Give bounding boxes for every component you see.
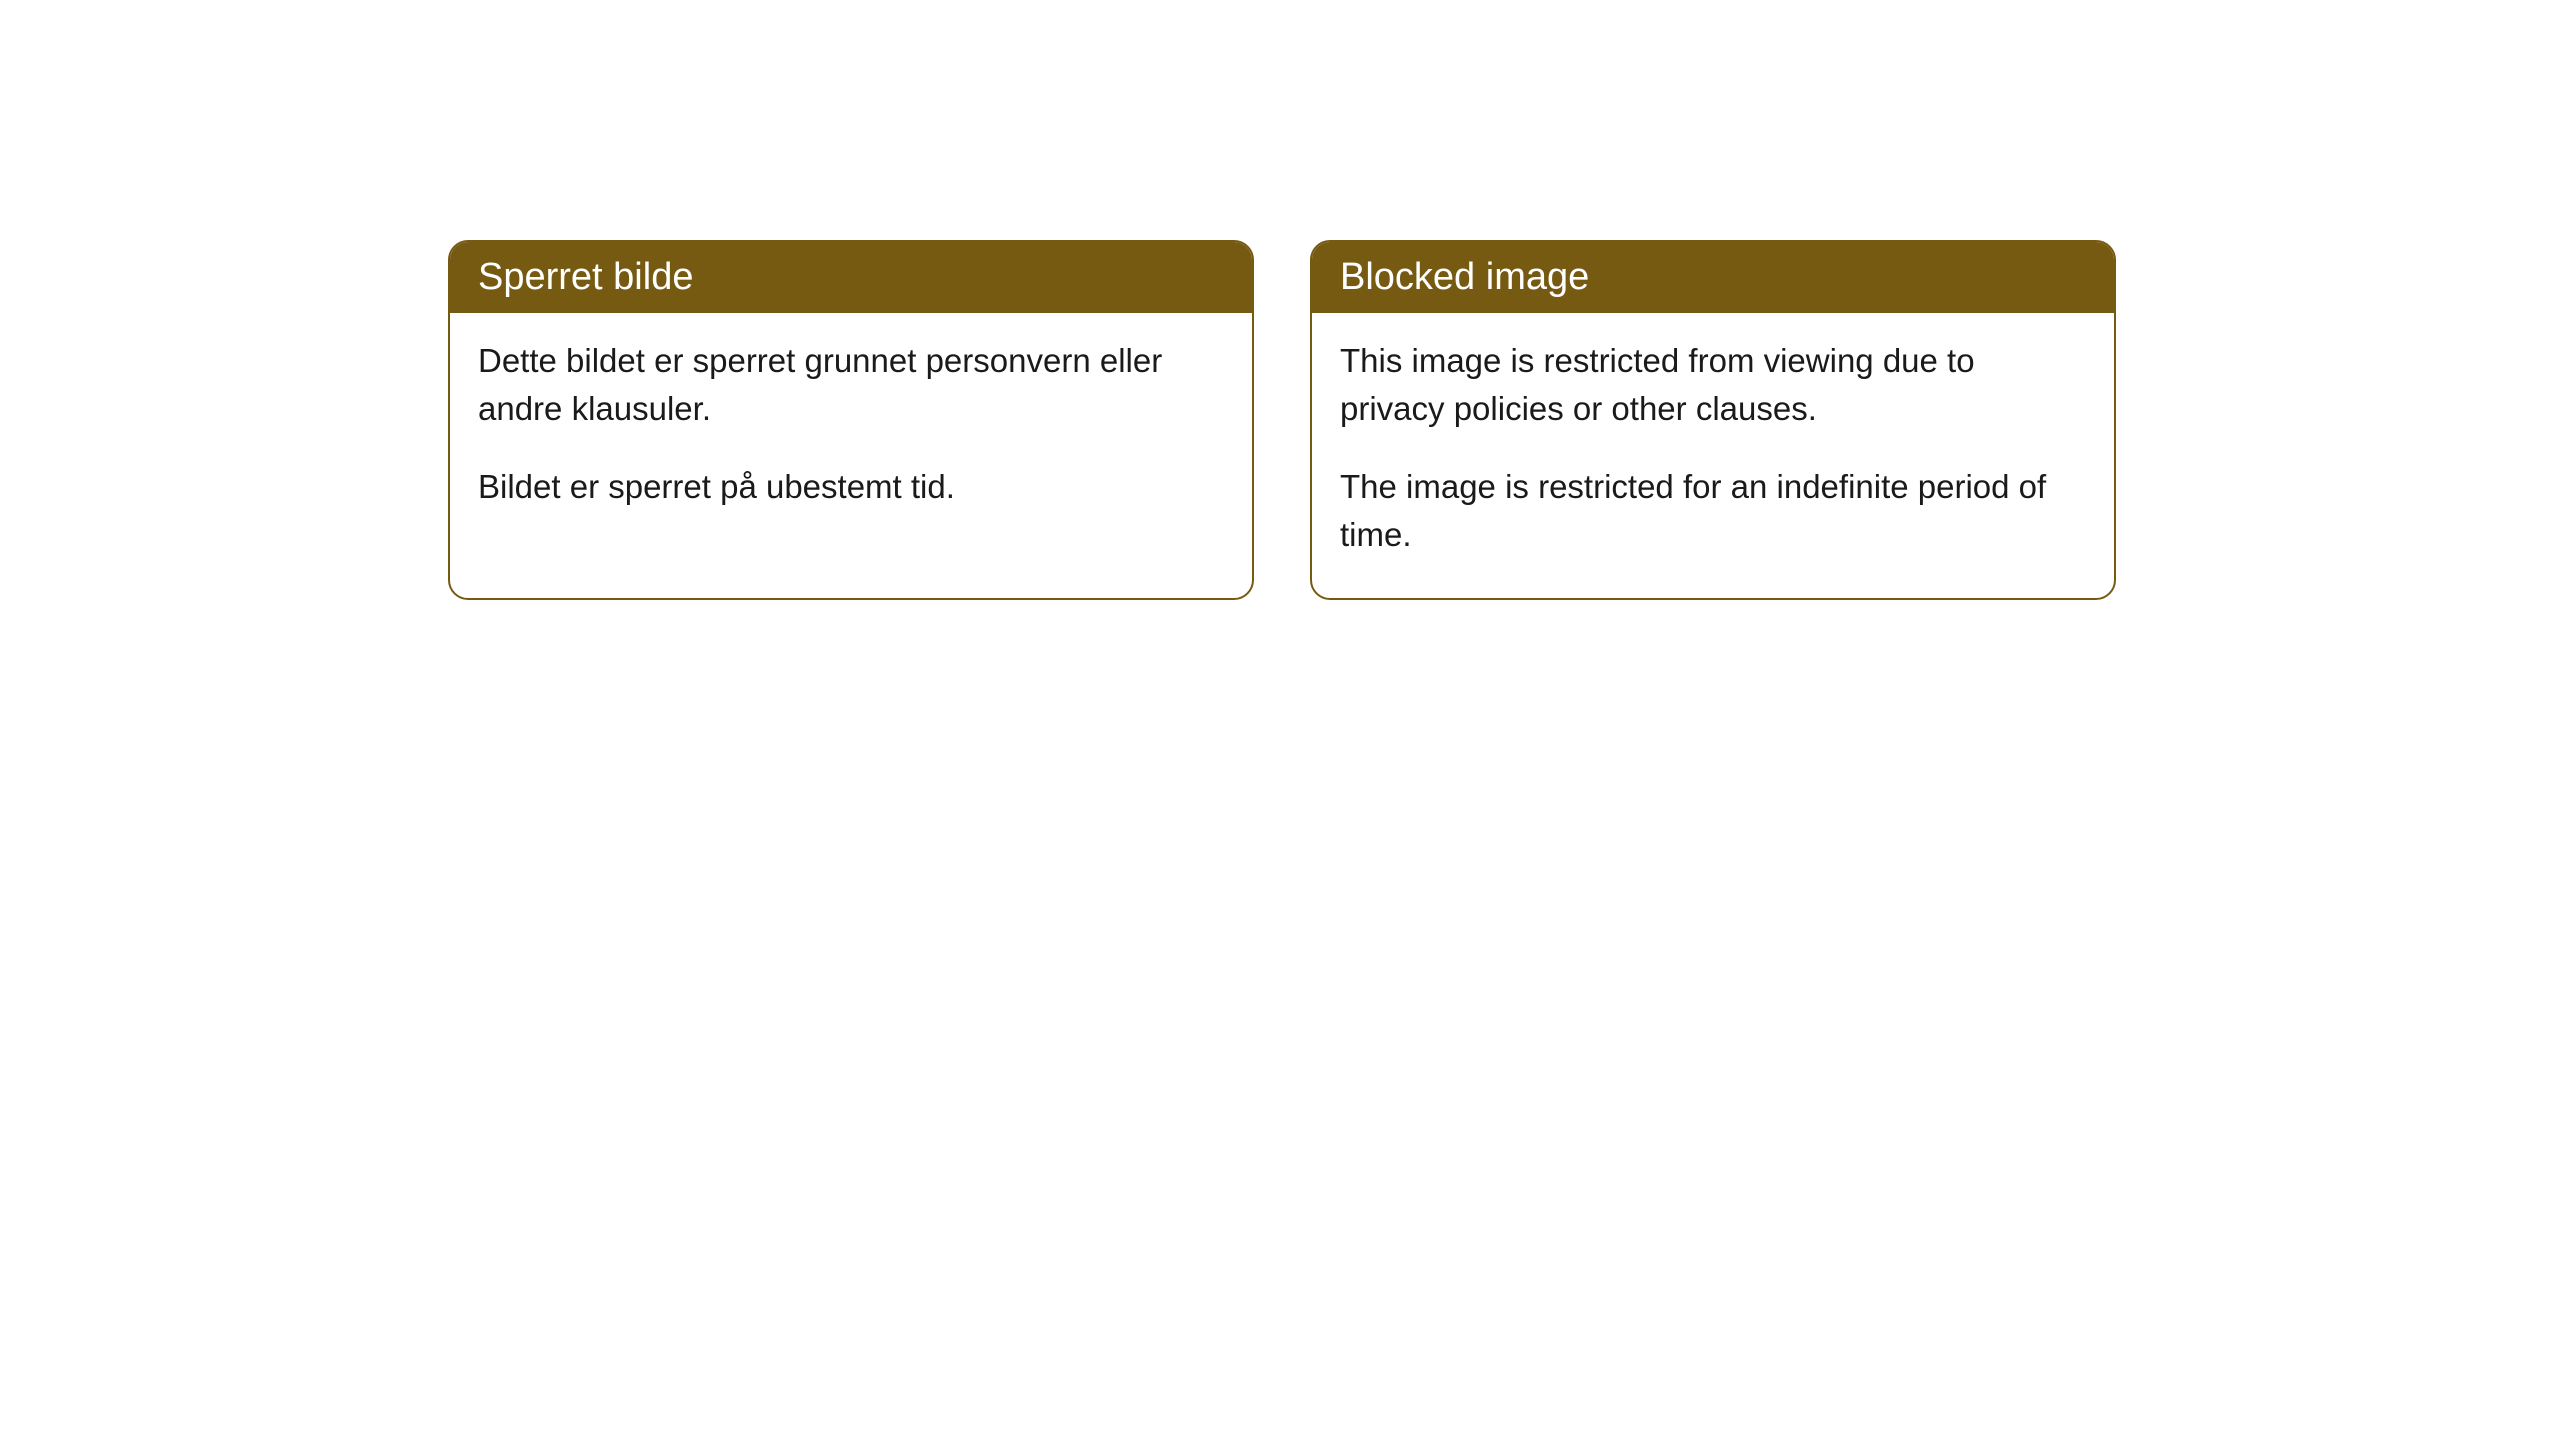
card-paragraph: This image is restricted from viewing du… (1340, 337, 2086, 433)
card-header: Sperret bilde (450, 242, 1252, 313)
card-body: Dette bildet er sperret grunnet personve… (450, 313, 1252, 551)
card-title: Blocked image (1340, 256, 1589, 298)
card-paragraph: Bildet er sperret på ubestemt tid. (478, 463, 1224, 511)
card-body: This image is restricted from viewing du… (1312, 313, 2114, 598)
card-paragraph: The image is restricted for an indefinit… (1340, 463, 2086, 559)
notice-card-norwegian: Sperret bilde Dette bildet er sperret gr… (448, 240, 1254, 600)
card-title: Sperret bilde (478, 256, 693, 298)
notice-card-english: Blocked image This image is restricted f… (1310, 240, 2116, 600)
card-paragraph: Dette bildet er sperret grunnet personve… (478, 337, 1224, 433)
card-header: Blocked image (1312, 242, 2114, 313)
notice-container: Sperret bilde Dette bildet er sperret gr… (0, 0, 2560, 600)
